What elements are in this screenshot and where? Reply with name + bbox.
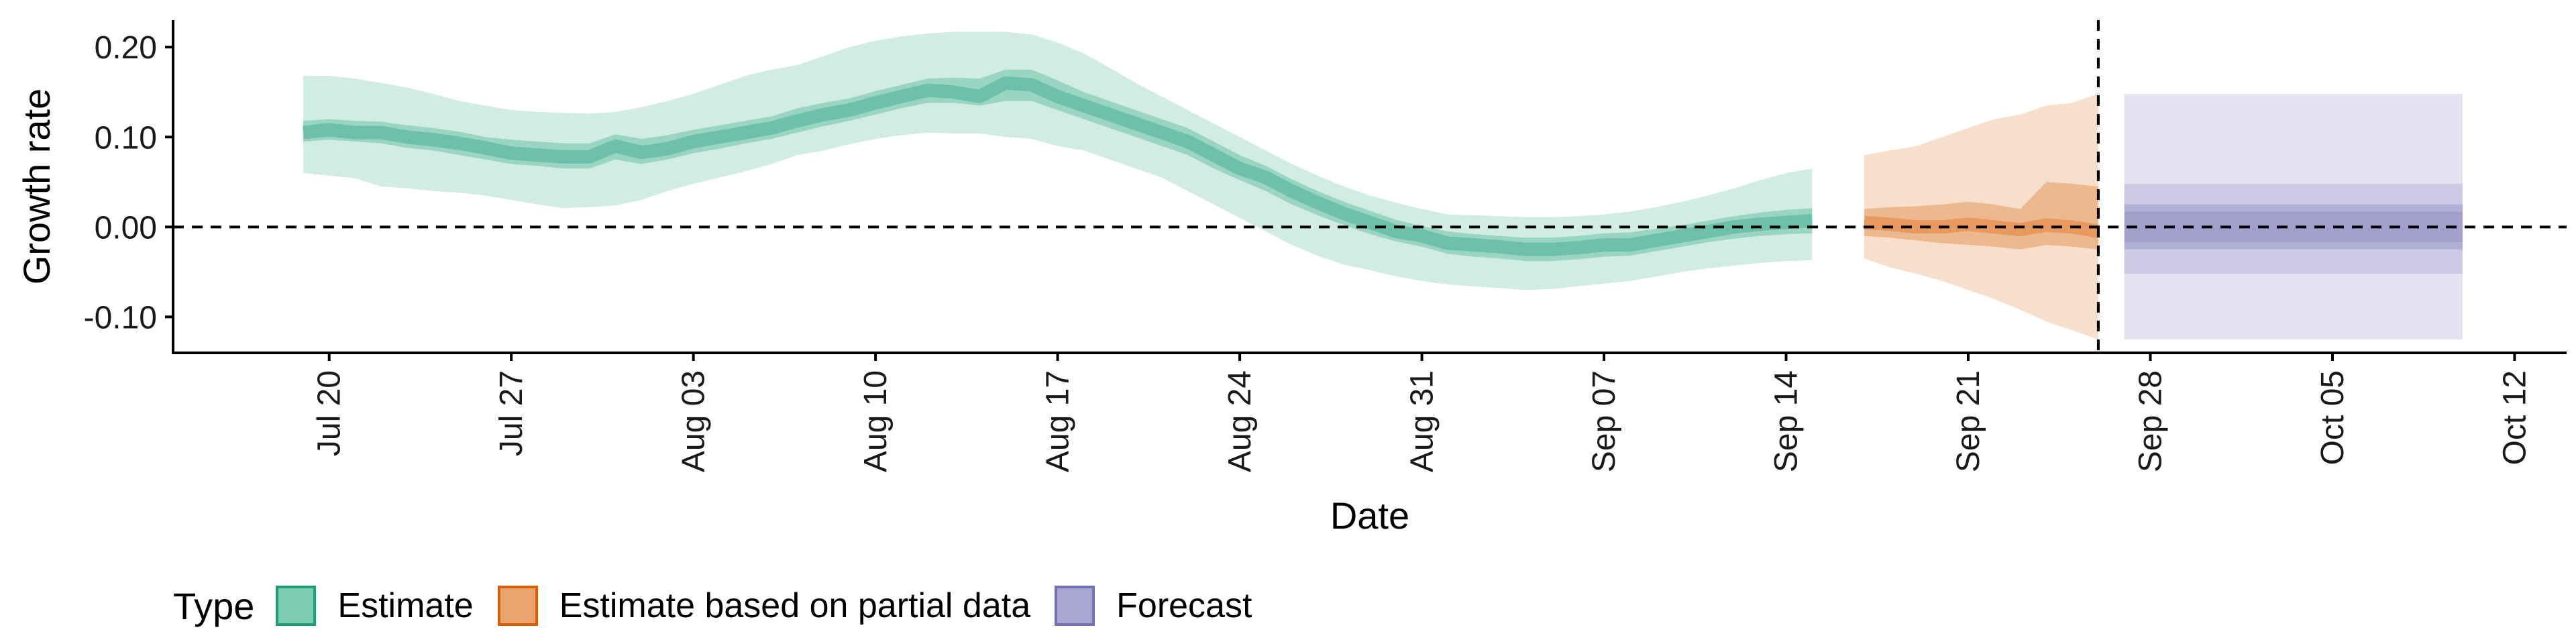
y-axis-ticks: 0.20 0.10 0.00 -0.10 — [84, 30, 173, 335]
estimate-based-on-partial-data-band-90 — [1864, 93, 2098, 339]
x-tick-label: Aug 31 — [1405, 370, 1440, 472]
x-tick-label: Aug 10 — [858, 370, 894, 472]
axes — [172, 20, 2567, 354]
estimate-median-line — [302, 76, 1813, 256]
x-tick-label: Oct 05 — [2315, 370, 2351, 465]
x-tick-label: Oct 12 — [2497, 370, 2532, 465]
forecast-band-50 — [2124, 204, 2463, 250]
forecast-band-98 — [2124, 93, 2463, 339]
legend-swatch-estimate — [276, 586, 317, 626]
x-axis-ticks: Jul 20 Jul 27 Aug 03 Aug 10 Aug 17 Aug 24 Aug … — [312, 353, 2532, 472]
x-tick-label: Jul 27 — [494, 370, 529, 456]
x-tick-label: Jul 20 — [312, 370, 347, 456]
legend-swatch-partial — [497, 586, 538, 626]
forecast-band-90 — [2124, 184, 2463, 274]
x-tick-label: Sep 21 — [1951, 370, 1986, 472]
y-tick-label: 0.20 — [95, 30, 157, 66]
x-tick-label: Aug 24 — [1222, 370, 1258, 472]
legend-item-forecast: Forecast — [1055, 586, 1252, 626]
legend-label-estimate: Estimate — [337, 586, 474, 625]
reference-lines — [173, 20, 2567, 353]
y-tick-label: 0.00 — [95, 210, 157, 246]
y-tick-label: -0.10 — [84, 300, 157, 335]
x-tick-label: Aug 17 — [1040, 370, 1076, 472]
legend-item-estimate: Estimate — [276, 586, 474, 626]
legend-item-partial: Estimate based on partial data — [497, 586, 1031, 626]
x-axis-title: Date — [1330, 494, 1409, 537]
y-tick-label: 0.10 — [95, 120, 157, 156]
estimate-band-50 — [303, 69, 1813, 262]
legend-label-partial: Estimate based on partial data — [559, 586, 1031, 625]
legend-label-forecast: Forecast — [1116, 586, 1252, 625]
x-tick-label: Sep 14 — [1769, 370, 1805, 472]
legend-title: Type — [173, 584, 255, 627]
x-tick-label: Aug 03 — [676, 370, 712, 472]
uncertainty-bands — [302, 32, 2463, 339]
y-axis-title: Growth rate — [15, 89, 58, 285]
legend-swatch-forecast — [1055, 586, 1095, 626]
x-tick-label: Sep 28 — [2133, 370, 2169, 472]
x-tick-label: Sep 07 — [1587, 370, 1622, 472]
legend: Type Estimate Estimate based on partial … — [173, 576, 1276, 636]
estimate-based-on-partial-data-band-50 — [1864, 182, 2098, 250]
estimate-band-90 — [303, 32, 1813, 290]
forecast-band-core — [2124, 211, 2463, 243]
